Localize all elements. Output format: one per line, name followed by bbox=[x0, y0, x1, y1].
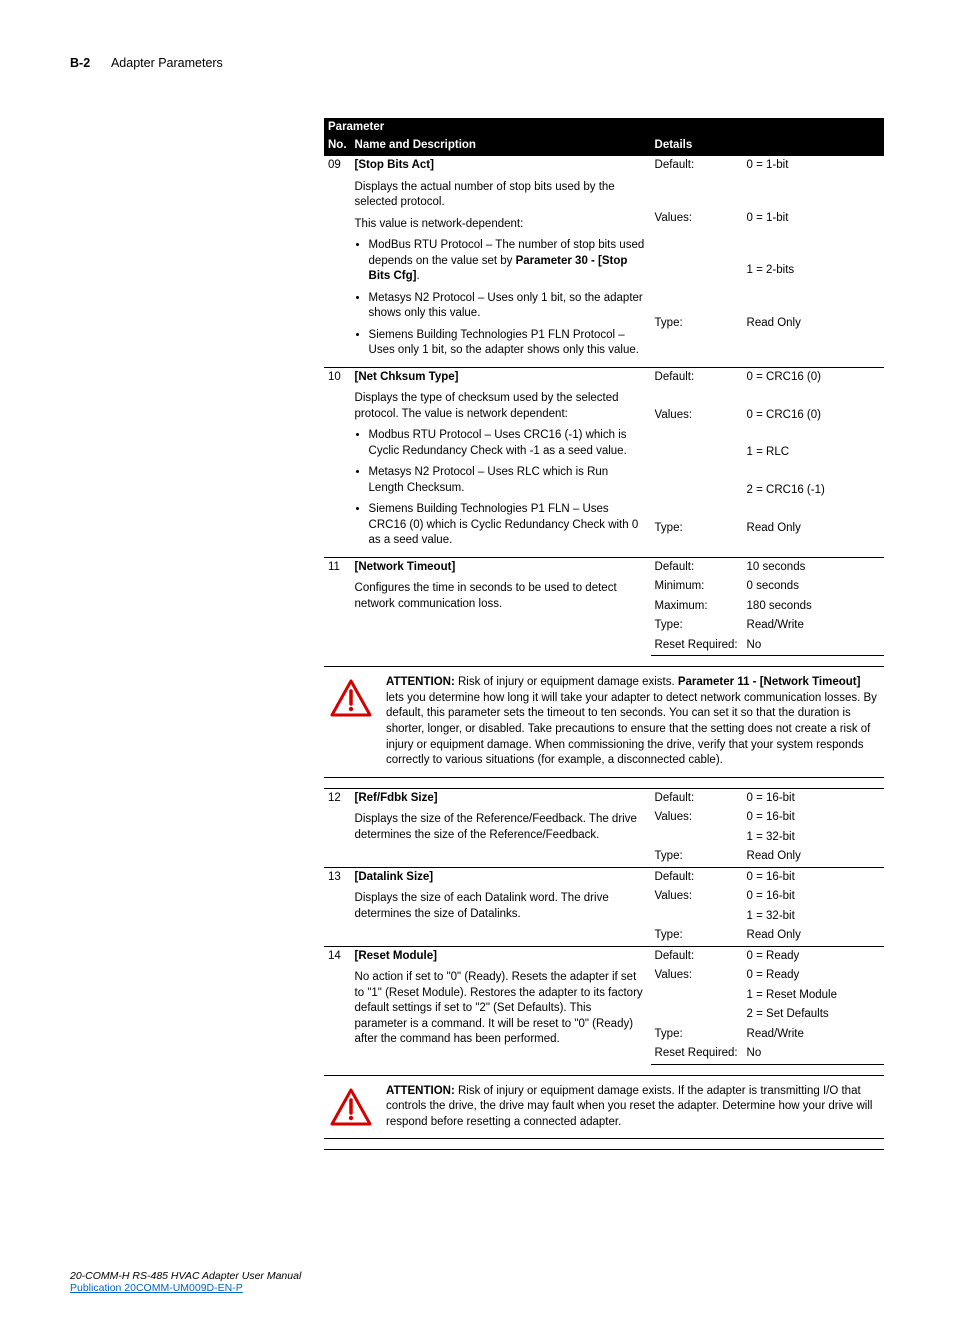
param-no: 10 bbox=[324, 367, 351, 557]
param-no: 11 bbox=[324, 557, 351, 656]
param-name: [Net Chksum Type] bbox=[355, 371, 459, 383]
param-desc: [Reset Module] No action if set to "0" (… bbox=[351, 946, 651, 1064]
warning-icon bbox=[330, 675, 372, 768]
param-bullets: ModBus RTU Protocol – The number of stop… bbox=[355, 238, 647, 359]
param-name: [Datalink Size] bbox=[355, 871, 434, 883]
page-footer: 20-COMM-H RS-485 HVAC Adapter User Manua… bbox=[70, 1270, 884, 1294]
param-no: 13 bbox=[324, 867, 351, 946]
page-number: B-2 bbox=[70, 56, 90, 70]
table-header-details: Details bbox=[651, 136, 743, 156]
param-desc: [Network Timeout] Configures the time in… bbox=[351, 557, 651, 656]
param-no: 14 bbox=[324, 946, 351, 1064]
param-desc: [Ref/Fdbk Size] Displays the size of the… bbox=[351, 788, 651, 867]
detail-label: Default: bbox=[651, 156, 743, 210]
param-bullets: Modbus RTU Protocol – Uses CRC16 (-1) wh… bbox=[355, 428, 647, 549]
param-name: [Network Timeout] bbox=[355, 561, 456, 573]
manual-title: 20-COMM-H RS-485 HVAC Adapter User Manua… bbox=[70, 1270, 884, 1282]
param-name: [Ref/Fdbk Size] bbox=[355, 792, 438, 804]
table-header-name-desc: Name and Description bbox=[351, 136, 651, 156]
parameter-table: Parameter No. Name and Description Detai… bbox=[324, 118, 884, 1150]
table-header-parameter: Parameter bbox=[324, 118, 651, 136]
publication-link[interactable]: Publication 20COMM-UM009D-EN-P bbox=[70, 1282, 243, 1294]
attention-label: ATTENTION: bbox=[386, 1085, 455, 1097]
param-name: [Reset Module] bbox=[355, 950, 437, 962]
param-desc: [Net Chksum Type] Displays the type of c… bbox=[351, 367, 651, 557]
attention-label: ATTENTION: bbox=[386, 676, 455, 688]
param-no: 09 bbox=[324, 156, 351, 368]
attention-box: ATTENTION: Risk of injury or equipment d… bbox=[324, 1064, 884, 1150]
section-title: Adapter Parameters bbox=[111, 56, 223, 70]
param-name: [Stop Bits Act] bbox=[355, 159, 434, 171]
warning-icon bbox=[330, 1084, 372, 1131]
table-header-no: No. bbox=[324, 136, 351, 156]
detail-value: 0 = 1-bit bbox=[743, 156, 884, 210]
param-desc: [Datalink Size] Displays the size of eac… bbox=[351, 867, 651, 946]
param-desc: [Stop Bits Act] Displays the actual numb… bbox=[351, 156, 651, 368]
attention-box: ATTENTION: Risk of injury or equipment d… bbox=[324, 656, 884, 788]
param-no: 12 bbox=[324, 788, 351, 867]
page-header: B-2 Adapter Parameters bbox=[70, 56, 884, 70]
